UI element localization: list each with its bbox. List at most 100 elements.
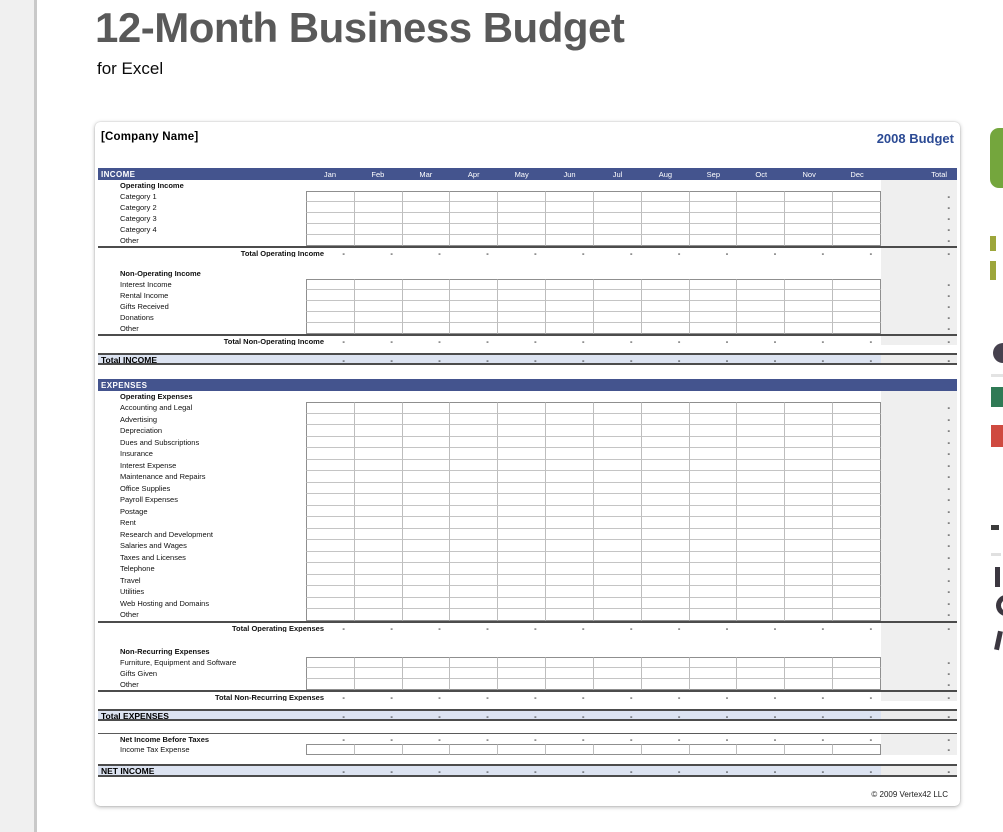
- month-header: Dec: [850, 169, 864, 179]
- month-header: Oct: [755, 169, 768, 179]
- month-cell: -: [342, 692, 345, 702]
- input-cell: [833, 290, 881, 301]
- input-row: Category 4 -: [98, 224, 957, 235]
- row-label: Office Supplies: [120, 483, 171, 493]
- input-cell: [354, 517, 403, 529]
- input-cell: [737, 517, 786, 529]
- total-cell: -: [881, 517, 957, 529]
- total-cell: -: [881, 597, 957, 609]
- input-cell: [593, 494, 642, 506]
- highlight-main: NET INCOME - - - - - - - - - - - -: [98, 765, 881, 776]
- input-cell: [498, 574, 547, 586]
- input-cell: [737, 540, 786, 552]
- input-cell: [306, 312, 355, 323]
- input-cell: [785, 540, 834, 552]
- subtotal-row: Total Non-Recurring Expenses - - - - - - - - - - - -…: [98, 689, 957, 702]
- input-cell: [354, 436, 403, 448]
- income-section-bar: INCOME Jan Feb Mar Apr May Jun Jul Aug Sep Oct Nov D…: [98, 168, 957, 180]
- letter-fragment: [996, 595, 1003, 616]
- highlight-label: NET INCOME: [101, 765, 155, 776]
- input-cell: [306, 586, 355, 598]
- input-cell: [354, 482, 403, 494]
- input-cell: [306, 678, 355, 690]
- spreadsheet-preview[interactable]: [Company Name] 2008 Budget INCOME Jan Feb M…: [95, 122, 960, 806]
- input-row: Accounting and Legal -: [98, 402, 957, 414]
- input-cell: [306, 517, 355, 529]
- input-cell: [450, 563, 499, 575]
- input-row: Payroll Expenses -: [98, 494, 957, 506]
- total-cell: -: [881, 248, 957, 258]
- row-label: Furniture, Equipment and Software: [120, 657, 237, 667]
- row-label: Non-Recurring Expenses: [120, 646, 210, 656]
- month-cell: -: [582, 711, 585, 721]
- income-tax-row: Income Tax Expense -: [98, 743, 957, 755]
- row-label: Other: [120, 610, 139, 619]
- input-cell: [593, 551, 642, 563]
- input-cell: [546, 678, 594, 690]
- excel-icon-fragment: [991, 387, 1003, 407]
- input-cell: [737, 202, 786, 213]
- month-cell: -: [677, 356, 681, 365]
- input-cell: [833, 202, 881, 213]
- month-cell: -: [629, 734, 633, 744]
- row-label: Web Hosting and Domains: [120, 598, 210, 608]
- input-cell: [785, 517, 834, 529]
- row-label: Utilities: [120, 587, 145, 596]
- input-cell: [546, 505, 594, 517]
- month-cell: -: [486, 734, 489, 744]
- input-cell: [354, 459, 403, 471]
- input-cell: [306, 402, 355, 414]
- input-cell: [450, 586, 499, 598]
- input-cell: [689, 459, 738, 471]
- input-cell: [498, 290, 547, 301]
- input-cell: [833, 213, 881, 224]
- month-cell: -: [677, 692, 681, 702]
- month-cell: -: [486, 356, 489, 365]
- total-cell: -: [881, 609, 957, 621]
- download-button-fragment[interactable]: [990, 128, 1003, 188]
- input-row: Salaries and Wages -: [98, 540, 957, 552]
- input-cell: [641, 528, 690, 540]
- input-row: Category 3 -: [98, 213, 957, 224]
- input-cell: [593, 290, 642, 301]
- input-cell: [689, 494, 738, 506]
- input-cell: [306, 235, 355, 246]
- month-cell: -: [486, 249, 489, 258]
- input-cell: [833, 586, 881, 598]
- input-cell: [498, 586, 547, 598]
- input-cell: [450, 743, 499, 755]
- gap-row: [98, 721, 957, 733]
- rating-star-fragment: [990, 261, 996, 280]
- row-label: Depreciation: [120, 426, 163, 435]
- input-cell: [450, 224, 499, 235]
- subtotal-row: Total Operating Expenses - - - - - - - - - - - - -: [98, 620, 957, 633]
- input-cell: [450, 191, 499, 202]
- input-cell: [737, 448, 786, 460]
- input-cell: [833, 609, 881, 621]
- row-cells: [306, 235, 881, 246]
- month-cell: -: [869, 734, 873, 744]
- input-row: Rent -: [98, 517, 957, 529]
- input-cell: [402, 448, 451, 460]
- total-cell: -: [881, 551, 957, 563]
- total-cell: -: [881, 413, 957, 425]
- month-cell: -: [677, 337, 681, 346]
- input-cell: [785, 743, 834, 755]
- month-cell: -: [821, 692, 825, 702]
- month-cell: -: [486, 711, 489, 721]
- month-cell: -: [534, 337, 537, 346]
- input-cell: [737, 574, 786, 586]
- input-cell: [402, 597, 451, 609]
- input-cell: [546, 743, 594, 755]
- input-cell: [641, 191, 690, 202]
- month-header: Mar: [419, 169, 433, 179]
- month-cell: -: [582, 766, 585, 776]
- row-label: Other: [120, 236, 139, 245]
- total-cell: [881, 180, 957, 191]
- month-cell: -: [821, 734, 825, 744]
- total-cell: -: [881, 191, 957, 202]
- input-cell: [833, 517, 881, 529]
- row-cells: [306, 448, 881, 460]
- input-cell: [641, 482, 690, 494]
- input-cell: [354, 574, 403, 586]
